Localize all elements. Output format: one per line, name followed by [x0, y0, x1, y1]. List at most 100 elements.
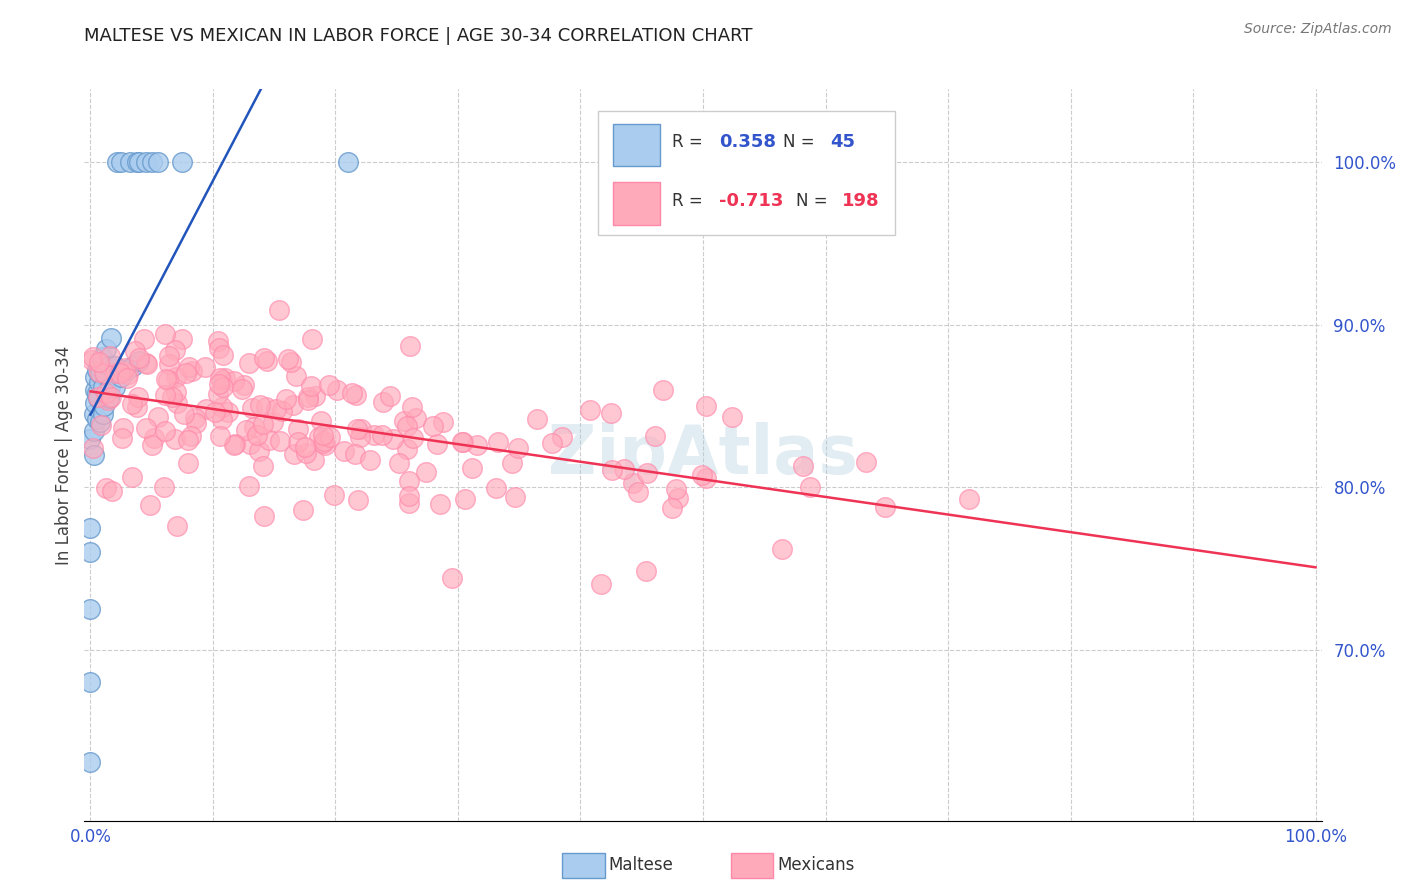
Point [82, 441, 104, 455]
Point [173, 407, 195, 421]
Point [134, 332, 156, 346]
Point [600, 406, 623, 420]
Text: ZipAtlas: ZipAtlas [548, 422, 858, 488]
Point [613, 462, 636, 476]
Point [855, 455, 877, 469]
Point [87, 355, 110, 369]
Point [127, 390, 149, 404]
Point [224, 436, 246, 450]
Point [135, 420, 157, 434]
Point [142, 431, 165, 445]
Point [231, 382, 253, 396]
Point [668, 491, 690, 505]
Point [253, 351, 276, 366]
Point [312, 428, 335, 442]
Point [141, 438, 163, 452]
Point [432, 415, 454, 429]
Point [141, 155, 163, 169]
Point [111, 431, 134, 445]
Point [652, 383, 675, 397]
Point [363, 428, 385, 442]
Point [308, 430, 330, 444]
Point [153, 388, 176, 402]
Point [627, 484, 650, 499]
Point [284, 369, 307, 384]
Point [96, 343, 118, 357]
Point [98, 379, 121, 393]
Point [405, 411, 427, 425]
Point [302, 453, 325, 467]
Point [257, 433, 280, 447]
Point [299, 379, 322, 393]
Point [91, 379, 114, 393]
Point [204, 405, 226, 419]
Point [207, 334, 229, 349]
Text: N =: N = [783, 133, 820, 151]
Point [100, 390, 122, 404]
Point [117, 367, 139, 381]
Point [461, 460, 484, 475]
Point [195, 401, 218, 416]
Point [90, 351, 112, 365]
Point [270, 404, 292, 418]
Point [621, 475, 644, 490]
Point [146, 155, 169, 169]
Point [695, 471, 717, 485]
Point [112, 364, 135, 378]
Point [381, 432, 404, 446]
Text: 45: 45 [831, 133, 855, 151]
Point [163, 343, 186, 357]
Point [551, 430, 574, 444]
Point [184, 410, 207, 425]
Point [79, 545, 101, 559]
Point [501, 456, 523, 470]
Point [94, 367, 117, 381]
Point [148, 409, 170, 424]
Point [402, 431, 425, 445]
Point [314, 438, 336, 452]
Point [124, 344, 146, 359]
Point [957, 492, 980, 507]
Point [450, 435, 472, 450]
Point [312, 434, 335, 449]
Point [249, 398, 271, 412]
Text: Source: ZipAtlas.com: Source: ZipAtlas.com [1244, 22, 1392, 37]
Point [503, 490, 526, 504]
Point [208, 371, 231, 385]
Point [506, 442, 529, 456]
Point [177, 456, 200, 470]
Point [540, 436, 562, 450]
Point [875, 500, 897, 515]
Text: -0.713: -0.713 [718, 192, 783, 211]
Point [287, 422, 309, 436]
Point [165, 385, 187, 400]
Point [170, 332, 193, 346]
Point [398, 496, 420, 510]
Point [79, 602, 101, 616]
Point [166, 395, 188, 409]
Point [276, 392, 298, 407]
Point [792, 459, 814, 474]
Point [107, 155, 129, 169]
Point [309, 414, 332, 428]
Point [94, 481, 117, 495]
Point [283, 398, 305, 412]
Point [100, 331, 122, 345]
Point [153, 327, 176, 342]
Point [115, 371, 138, 385]
Point [238, 356, 260, 370]
Point [82, 350, 104, 364]
Point [87, 390, 110, 404]
Point [86, 412, 108, 426]
Point [454, 491, 477, 506]
Point [108, 366, 131, 380]
Point [665, 482, 688, 496]
Y-axis label: In Labor Force | Age 30-34: In Labor Force | Age 30-34 [55, 345, 73, 565]
Point [184, 416, 207, 430]
Point [118, 155, 141, 169]
Point [156, 373, 179, 387]
Point [128, 353, 150, 368]
Point [212, 380, 235, 394]
Point [350, 421, 373, 435]
Point [135, 356, 157, 370]
